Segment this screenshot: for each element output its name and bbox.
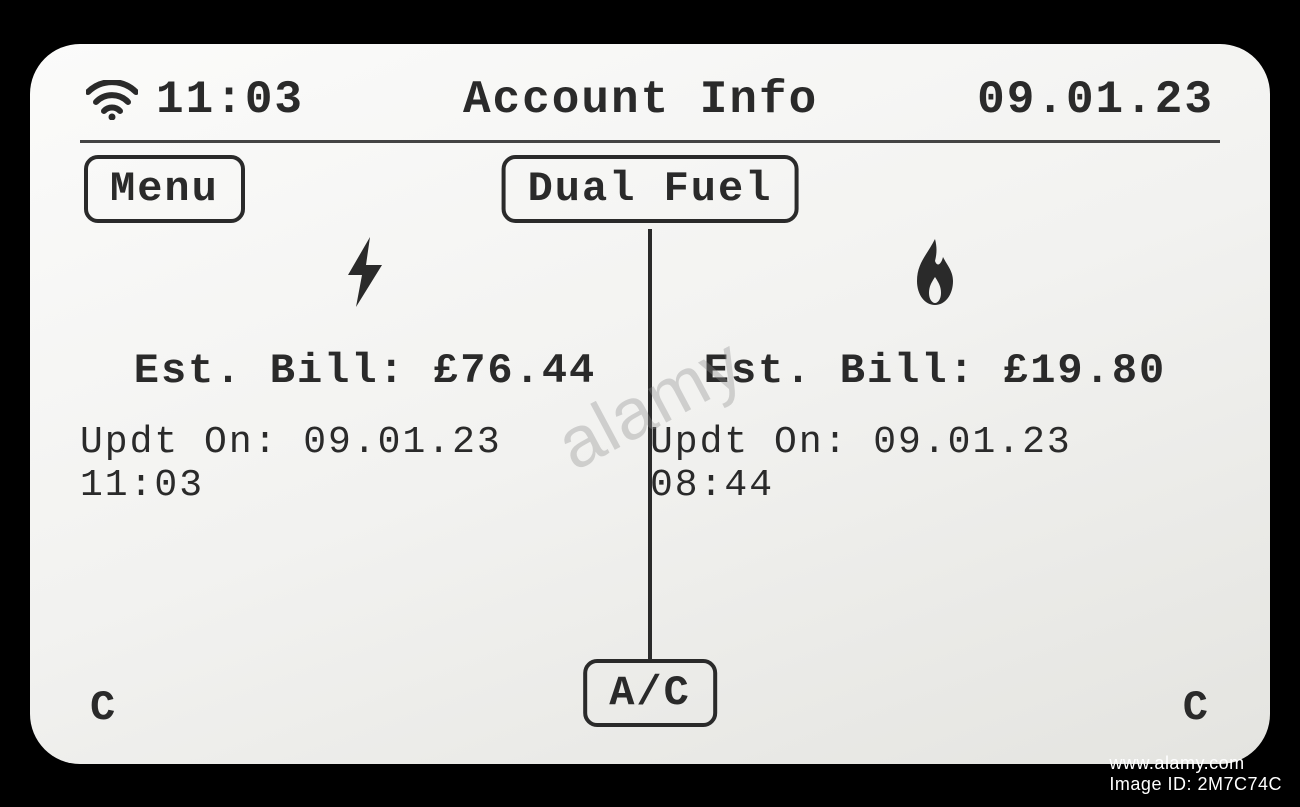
menu-button[interactable]: Menu bbox=[84, 155, 245, 223]
gas-updated: Updt On: 09.01.23 08:44 bbox=[650, 421, 1220, 507]
fuel-mode-button[interactable]: Dual Fuel bbox=[502, 155, 799, 223]
smart-meter-screen: 11:03 Account Info 09.01.23 Menu Dual Fu… bbox=[30, 44, 1270, 764]
bolt-icon bbox=[342, 233, 388, 311]
gas-updt-label: Updt On: bbox=[650, 421, 848, 464]
electric-bill: Est. Bill: £76.44 bbox=[134, 347, 597, 395]
gas-panel: Est. Bill: £19.80 Updt On: 09.01.23 08:4… bbox=[650, 229, 1220, 659]
gas-bill-label: Est. Bill: bbox=[704, 347, 976, 395]
account-button[interactable]: A/C bbox=[583, 659, 717, 727]
fuel-panels: Est. Bill: £76.44 Updt On: 09.01.23 11:0… bbox=[80, 229, 1220, 659]
status-date: 09.01.23 bbox=[977, 74, 1214, 126]
status-left: 11:03 bbox=[86, 74, 304, 126]
electric-panel: Est. Bill: £76.44 Updt On: 09.01.23 11:0… bbox=[80, 229, 650, 659]
status-time: 11:03 bbox=[156, 74, 304, 126]
top-button-row: Menu Dual Fuel bbox=[80, 155, 1220, 231]
divider bbox=[80, 140, 1220, 143]
gas-bill: Est. Bill: £19.80 bbox=[704, 347, 1167, 395]
wifi-icon bbox=[86, 80, 138, 120]
credit-left-label: C bbox=[90, 684, 117, 732]
page-title: Account Info bbox=[463, 74, 818, 126]
electric-bill-value: £76.44 bbox=[433, 347, 596, 395]
watermark-id: Image ID: 2M7C74C bbox=[1109, 774, 1282, 795]
panel-divider bbox=[648, 229, 652, 659]
electric-bill-label: Est. Bill: bbox=[134, 347, 406, 395]
watermark-site: www.alamy.com bbox=[1109, 753, 1282, 774]
electric-updt-label: Updt On: bbox=[80, 421, 278, 464]
watermark-lines: www.alamy.com Image ID: 2M7C74C bbox=[1109, 753, 1282, 795]
flame-icon bbox=[907, 233, 963, 311]
gas-bill-value: £19.80 bbox=[1003, 347, 1166, 395]
status-bar: 11:03 Account Info 09.01.23 bbox=[80, 74, 1220, 140]
bottom-row: C A/C C bbox=[80, 659, 1220, 739]
electric-updated: Updt On: 09.01.23 11:03 bbox=[80, 421, 650, 507]
credit-right-label: C bbox=[1183, 684, 1210, 732]
